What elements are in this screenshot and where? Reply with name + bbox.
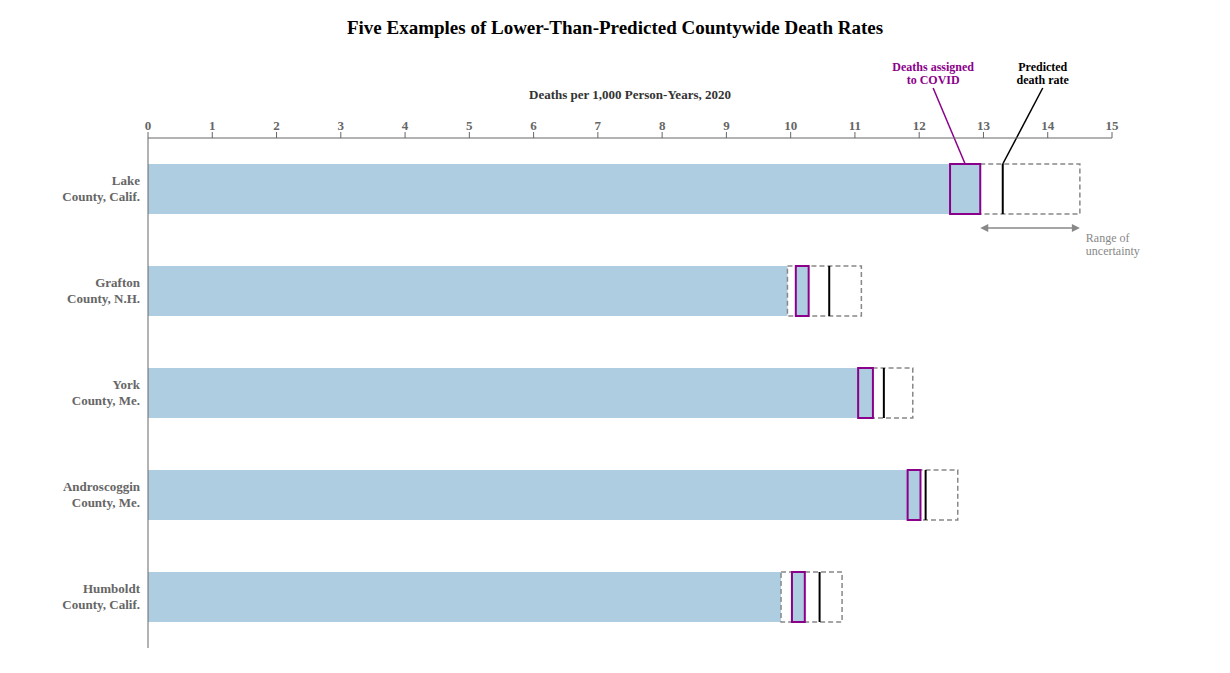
svg-text:5: 5 <box>466 118 473 133</box>
svg-text:Predicteddeath rate: Predicteddeath rate <box>1017 60 1070 87</box>
svg-text:HumboldtCounty, Calif.: HumboldtCounty, Calif. <box>62 581 140 612</box>
svg-text:Deaths assignedto COVID: Deaths assignedto COVID <box>892 60 974 87</box>
svg-text:YorkCounty, Me.: YorkCounty, Me. <box>72 377 141 408</box>
svg-text:13: 13 <box>977 118 991 133</box>
svg-text:6: 6 <box>530 118 537 133</box>
svg-text:3: 3 <box>338 118 345 133</box>
svg-text:0: 0 <box>145 118 152 133</box>
svg-text:9: 9 <box>723 118 730 133</box>
svg-text:10: 10 <box>784 118 797 133</box>
svg-text:1: 1 <box>209 118 216 133</box>
svg-text:AndroscogginCounty, Me.: AndroscogginCounty, Me. <box>63 479 141 510</box>
svg-text:14: 14 <box>1041 118 1055 133</box>
svg-text:4: 4 <box>402 118 409 133</box>
svg-text:2: 2 <box>273 118 280 133</box>
svg-text:Range ofuncertainty: Range ofuncertainty <box>1086 231 1140 258</box>
svg-text:LakeCounty, Calif.: LakeCounty, Calif. <box>62 173 140 204</box>
svg-text:Deaths per 1,000 Person-Years,: Deaths per 1,000 Person-Years, 2020 <box>529 87 731 102</box>
html-text:Five Examples of Lower-Than-Pr: Five Examples of Lower-Than-Predicted Co… <box>346 17 884 38</box>
svg-text:11: 11 <box>849 118 861 133</box>
svg-text:GraftonCounty, N.H.: GraftonCounty, N.H. <box>67 275 141 306</box>
svg-text:12: 12 <box>913 118 926 133</box>
svg-text:15: 15 <box>1106 118 1120 133</box>
svg-text:7: 7 <box>595 118 602 133</box>
svg-text:8: 8 <box>659 118 666 133</box>
